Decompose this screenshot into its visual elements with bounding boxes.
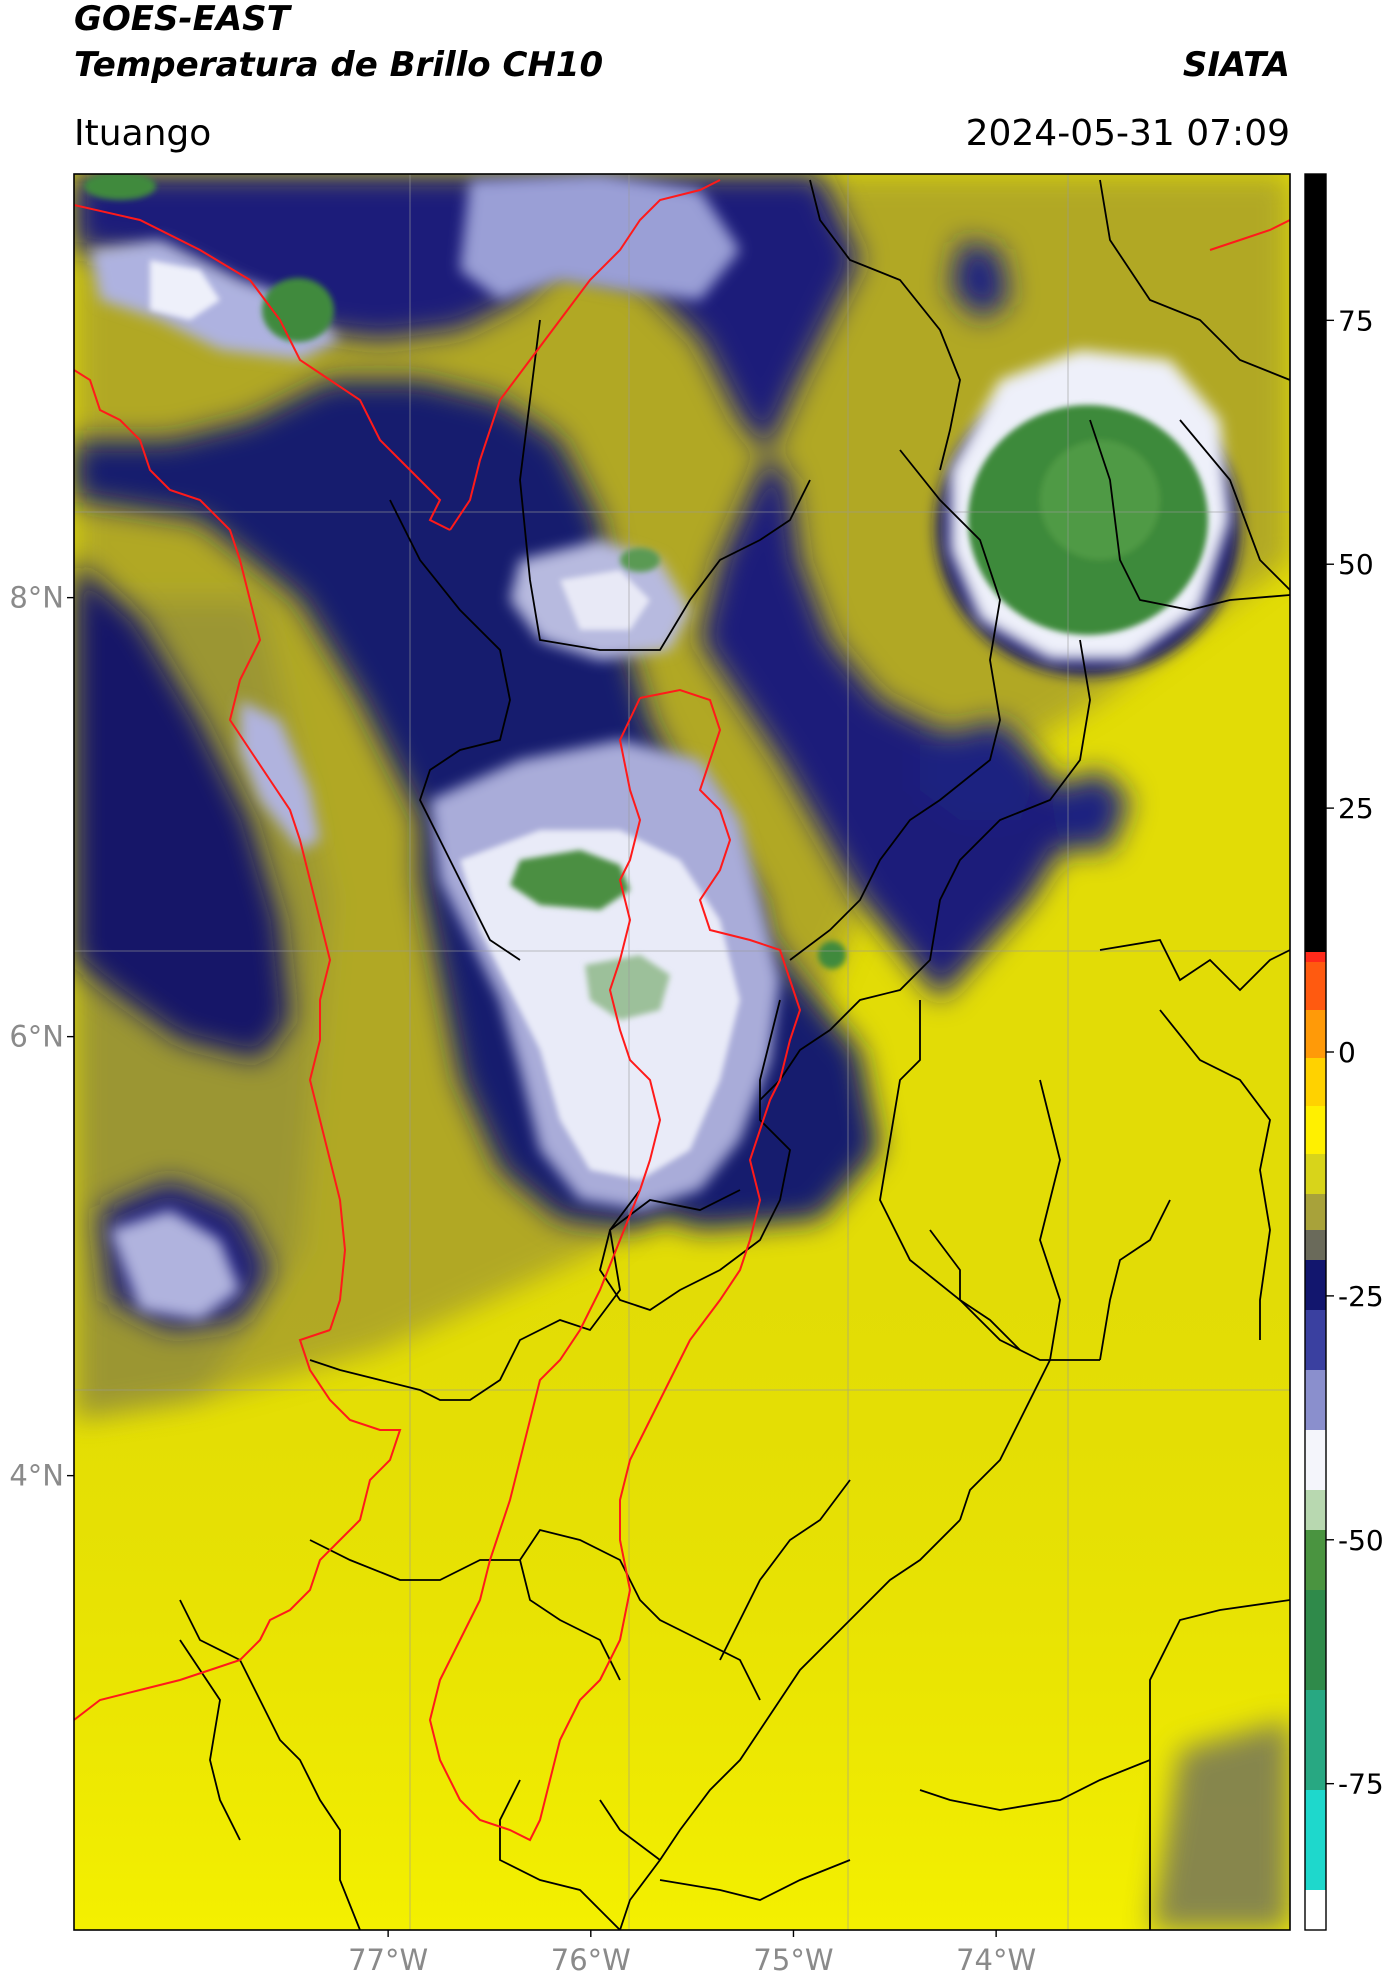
location-label: Ituango bbox=[74, 113, 212, 154]
longitude-labels: 77°W 76°W 75°W 74°W bbox=[348, 1930, 1036, 1977]
latitude-labels: 8°N 6°N 4°N bbox=[9, 581, 74, 1493]
colorbar: 75 50 25 0 -25 -50 -75 bbox=[1304, 173, 1384, 1931]
timestamp-label: 2024-05-31 07:09 bbox=[965, 113, 1290, 154]
colorbar-yellow-segment bbox=[1305, 1106, 1326, 1154]
title-line-1: GOES-EAST bbox=[74, 0, 290, 39]
colorbar-redorange-segment bbox=[1305, 962, 1326, 1010]
colorbar-darkgreen-segment bbox=[1305, 1590, 1326, 1690]
title-line-2: Temperatura de Brillo CH10 bbox=[74, 45, 604, 85]
lon-tick-label: 77°W bbox=[348, 1943, 428, 1977]
colorbar-tick-label: -25 bbox=[1338, 1280, 1384, 1313]
colorbar-lightblue-segment bbox=[1305, 1370, 1326, 1430]
colorbar-green-segment bbox=[1305, 1530, 1326, 1590]
colorbar-navy-segment bbox=[1305, 1260, 1326, 1310]
colorbar-black-segment bbox=[1305, 174, 1326, 952]
lat-tick-label: 4°N bbox=[9, 1459, 64, 1493]
colorbar-tick-label: -50 bbox=[1338, 1524, 1384, 1557]
lat-tick-label: 8°N bbox=[9, 581, 64, 615]
colorbar-orange-segment bbox=[1305, 1010, 1326, 1058]
gridlines bbox=[74, 174, 1290, 1930]
colorbar-ticks: 75 50 25 0 -25 -50 -75 bbox=[1326, 304, 1384, 1801]
colorbar-tick-label: -75 bbox=[1338, 1768, 1384, 1801]
colorbar-cyan-segment bbox=[1305, 1790, 1326, 1890]
colorbar-darkolive-segment bbox=[1305, 1194, 1326, 1230]
colorbar-amber-segment bbox=[1305, 1058, 1326, 1106]
colorbar-white-segment bbox=[1305, 1430, 1326, 1490]
colorbar-palegreen-segment bbox=[1305, 1490, 1326, 1530]
lon-tick-label: 76°W bbox=[551, 1943, 631, 1977]
red-borders bbox=[74, 179, 1290, 1842]
colorbar-tick-label: 25 bbox=[1338, 792, 1374, 825]
colorbar-tick-label: 50 bbox=[1338, 548, 1374, 581]
colorbar-blue-segment bbox=[1305, 1310, 1326, 1370]
colorbar-tick-label: 75 bbox=[1338, 304, 1374, 337]
agency-label: SIATA bbox=[1182, 45, 1290, 85]
colorbar-red-segment bbox=[1305, 952, 1326, 962]
department-borders bbox=[179, 179, 1290, 1930]
lon-tick-label: 75°W bbox=[753, 1943, 833, 1977]
lat-tick-label: 6°N bbox=[9, 1020, 64, 1054]
brightness-temperature-field bbox=[74, 174, 1290, 1930]
colorbar-grey-segment bbox=[1305, 1230, 1326, 1260]
colorbar-olive-segment bbox=[1305, 1154, 1326, 1194]
colorbar-tick-label: 0 bbox=[1338, 1036, 1356, 1069]
colorbar-teal-segment bbox=[1305, 1690, 1326, 1790]
colorbar-bottom-segment bbox=[1305, 1890, 1326, 1930]
map-frame bbox=[73, 173, 1291, 1931]
lon-tick-label: 74°W bbox=[956, 1943, 1036, 1977]
